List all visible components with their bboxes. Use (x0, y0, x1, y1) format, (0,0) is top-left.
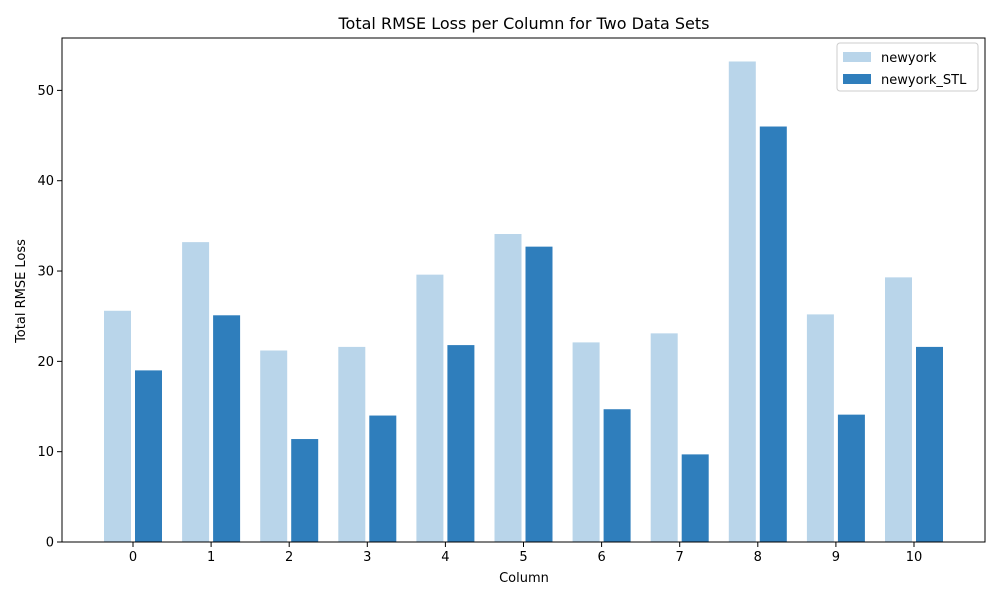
bar-newyork_STL-4 (447, 345, 475, 542)
bar-newyork-0 (104, 310, 131, 542)
y-tick-label: 40 (37, 174, 54, 189)
bar-newyork-6 (572, 342, 600, 542)
y-tick-label: 0 (46, 536, 54, 551)
bar-newyork-4 (416, 274, 444, 542)
legend-swatch-newyork_STL (843, 74, 871, 84)
x-tick-label: 9 (832, 550, 840, 565)
legend-swatch-newyork (843, 52, 871, 62)
x-axis-label: Column (499, 571, 549, 586)
bar-newyork_STL-9 (837, 414, 865, 542)
plot-area: 0 1 2 3 4 5 6 7 8 9 10 0 10 20 30 40 50 (37, 37, 986, 565)
bar-newyork-8 (728, 61, 756, 542)
bar-newyork_STL-8 (759, 126, 787, 543)
bar-newyork_STL-0 (135, 370, 162, 542)
bar-newyork_STL-3 (369, 415, 397, 542)
x-tick-label: 7 (676, 550, 684, 565)
bar-newyork-10 (885, 277, 912, 542)
bar-newyork_STL-10 (916, 346, 943, 542)
bar-newyork_STL-2 (291, 439, 319, 542)
legend-box (836, 42, 979, 92)
y-axis-label: Total RMSE Loss (14, 239, 29, 344)
x-tick-label: 10 (906, 550, 923, 565)
x-tick-label: 0 (129, 550, 137, 565)
y-tick-label: 50 (37, 84, 54, 99)
x-tick-label: 6 (597, 550, 605, 565)
chart-title: Total RMSE Loss per Column for Two Data … (338, 14, 710, 33)
bar-newyork-1 (182, 242, 210, 542)
legend-label-newyork_STL: newyork_STL (881, 73, 967, 88)
y-tick-label: 20 (37, 355, 54, 370)
y-tick-label: 10 (37, 445, 54, 460)
bar-newyork_STL-1 (213, 315, 241, 542)
bar-newyork_STL-5 (525, 246, 553, 543)
x-tick-label: 5 (519, 550, 527, 565)
bar-newyork-9 (806, 314, 834, 542)
x-tick-label: 1 (207, 550, 215, 565)
bar-newyork-2 (260, 350, 288, 542)
bar-newyork-3 (338, 346, 366, 542)
bar-newyork_STL-7 (681, 454, 709, 542)
legend-label-newyork: newyork (881, 51, 937, 66)
x-tick-label: 2 (285, 550, 293, 565)
bar-newyork_STL-6 (603, 409, 631, 542)
bar-newyork-5 (494, 234, 522, 542)
y-tick-label: 30 (37, 265, 54, 280)
legend: newyork newyork_STL (836, 42, 979, 92)
x-tick-label: 3 (363, 550, 371, 565)
x-tick-label: 8 (754, 550, 762, 565)
x-tick-label: 4 (441, 550, 449, 565)
bar-newyork-7 (650, 333, 678, 542)
